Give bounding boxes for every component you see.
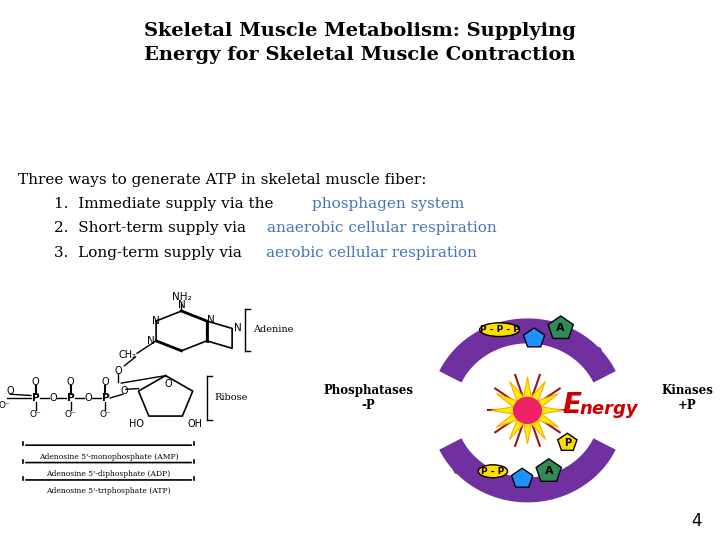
Text: Three ways to generate ATP in skeletal muscle fiber:: Three ways to generate ATP in skeletal m…: [18, 173, 426, 187]
Text: +P: +P: [678, 399, 696, 412]
Text: Adenosine 5'-triphosphate (ATP): Adenosine 5'-triphosphate (ATP): [46, 488, 171, 495]
Text: P - P - P: P - P - P: [480, 325, 520, 334]
Text: O⁻: O⁻: [65, 410, 76, 418]
Text: O: O: [32, 377, 40, 387]
Circle shape: [513, 397, 542, 424]
Text: Ribose: Ribose: [215, 394, 248, 402]
Text: N: N: [147, 336, 155, 346]
Text: Adenosine 5'-monophosphate (AMP): Adenosine 5'-monophosphate (AMP): [39, 453, 179, 461]
Text: O⁻: O⁻: [99, 410, 112, 418]
Text: Phosphatases: Phosphatases: [323, 384, 413, 397]
Text: Kinases: Kinases: [661, 384, 713, 397]
Text: O: O: [50, 393, 57, 403]
Text: O: O: [121, 386, 128, 395]
Text: P: P: [102, 393, 109, 403]
Text: phosphagen system: phosphagen system: [312, 197, 464, 211]
Text: P - P: P - P: [481, 467, 505, 476]
Text: Adenine: Adenine: [253, 325, 293, 334]
Text: O: O: [165, 379, 173, 389]
Text: O⁻: O⁻: [0, 401, 10, 410]
Text: P: P: [67, 393, 74, 403]
Text: O: O: [84, 393, 91, 403]
Text: O: O: [6, 386, 14, 395]
Text: nergу: nergу: [580, 400, 638, 418]
Text: O⁻: O⁻: [30, 410, 42, 418]
Text: OH: OH: [187, 418, 202, 429]
Text: aerobic cellular respiration: aerobic cellular respiration: [266, 246, 477, 260]
Text: Adenosine 5'-diphosphate (ADP): Adenosine 5'-diphosphate (ADP): [47, 470, 171, 478]
Text: 2.  Short-term supply via: 2. Short-term supply via: [54, 221, 251, 235]
Text: N: N: [234, 323, 241, 333]
Text: N: N: [178, 300, 185, 310]
Text: 4: 4: [691, 512, 702, 530]
Ellipse shape: [480, 323, 520, 336]
Text: O: O: [67, 377, 74, 387]
Text: -P: -P: [361, 399, 375, 412]
Text: NH₂: NH₂: [171, 292, 192, 302]
Text: O: O: [114, 366, 122, 376]
Text: Skeletal Muscle Metabolism: Supplying: Skeletal Muscle Metabolism: Supplying: [144, 22, 576, 39]
Text: HO: HO: [129, 418, 144, 429]
Text: P: P: [32, 393, 40, 403]
Text: N: N: [207, 315, 215, 325]
Polygon shape: [492, 377, 563, 444]
Text: 1.  Immediate supply via the: 1. Immediate supply via the: [54, 197, 279, 211]
Text: 3.  Long-term supply via: 3. Long-term supply via: [54, 246, 247, 260]
Text: E: E: [562, 392, 581, 420]
Text: CH₂: CH₂: [119, 349, 137, 360]
Text: Energy for Skeletal Muscle Contraction: Energy for Skeletal Muscle Contraction: [144, 46, 576, 64]
Ellipse shape: [478, 465, 508, 478]
Text: A: A: [557, 323, 565, 333]
Text: O: O: [102, 377, 109, 387]
Text: anaerobic cellular respiration: anaerobic cellular respiration: [267, 221, 497, 235]
Text: N: N: [152, 316, 160, 326]
Text: A: A: [544, 466, 553, 476]
Text: P: P: [564, 438, 571, 448]
